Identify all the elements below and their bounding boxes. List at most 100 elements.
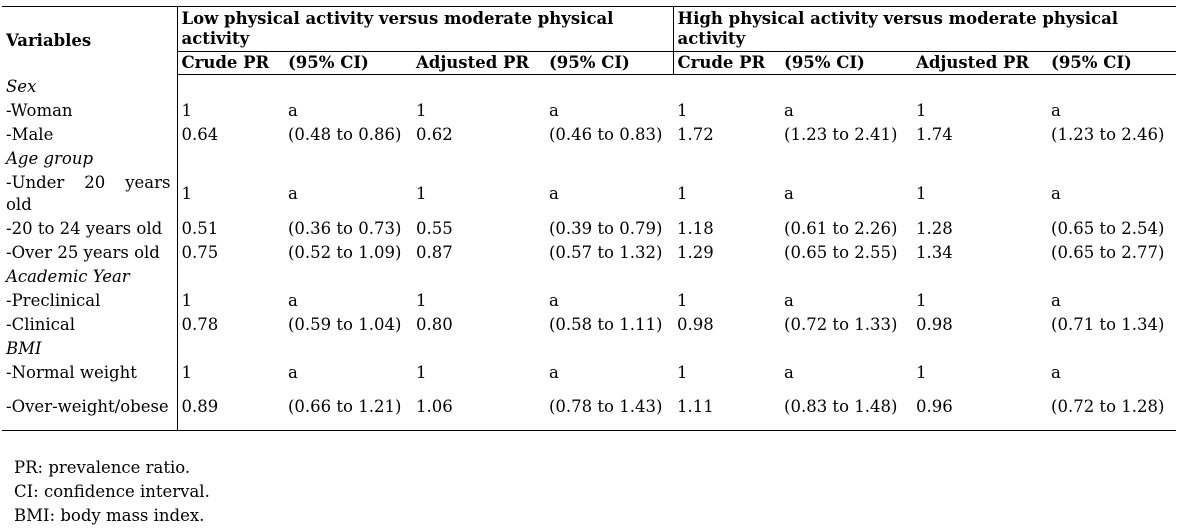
table-row: -Woman 1 a 1 a 1 a 1 a — [2, 98, 1176, 123]
empty-cell — [780, 265, 912, 289]
cell-value: 1 — [416, 290, 427, 310]
cell-value: (0.72 to 1.28) — [1047, 384, 1177, 431]
cell-value: (0.65 to 2.55) — [784, 242, 898, 262]
section-label: Age group — [2, 146, 178, 171]
col-header-adjusted-pr-low: Adjusted PR — [412, 51, 545, 75]
table-row: -Preclinical 1 a 1 a 1 a 1 a — [2, 288, 1176, 313]
cell-value: 1.28 — [916, 218, 953, 238]
cell-value: 0.64 — [181, 124, 219, 144]
cell-value: (0.39 to 0.79) — [549, 218, 663, 238]
cell-value: (0.59 to 1.04) — [288, 314, 402, 334]
cell-value: 1 — [677, 290, 688, 310]
results-table-container: Variables Low physical activity versus m… — [2, 6, 1177, 431]
footnote-ci: CI: confidence interval. — [14, 482, 210, 501]
empty-cell — [284, 337, 412, 361]
cell-value: 0.98 — [677, 314, 714, 334]
cell-value: a — [288, 362, 298, 382]
empty-cell — [177, 265, 284, 289]
empty-cell — [545, 75, 673, 99]
cell-value: a — [549, 183, 559, 203]
empty-cell — [1047, 265, 1176, 289]
section-label: BMI — [2, 336, 178, 361]
cell-value: (0.48 to 0.86) — [288, 124, 402, 144]
cell-value: a — [288, 290, 298, 310]
table-row: -Male 0.64 (0.48 to 0.86) 0.62 (0.46 to 0.83… — [2, 122, 1176, 147]
section-label: Academic Year — [2, 264, 178, 289]
cell-value: (0.57 to 1.32) — [549, 242, 663, 262]
empty-cell — [912, 337, 1047, 361]
cell-value: 0.98 — [916, 314, 953, 334]
empty-cell — [177, 337, 284, 361]
cell-value: a — [1051, 362, 1061, 382]
cell-value: a — [784, 183, 794, 203]
col-header-ci-crude-low: (95% CI) — [284, 51, 412, 75]
cell-value: (0.78 to 1.43) — [545, 384, 674, 431]
cell-value: a — [1051, 290, 1061, 310]
cell-value: 1 — [416, 183, 427, 203]
col-header-ci-adjusted-high: (95% CI) — [1047, 51, 1177, 75]
cell-value: (0.52 to 1.09) — [288, 242, 402, 262]
high-vs-moderate-header: High physical activity versus moderate p… — [673, 6, 1177, 52]
cell-value: (0.83 to 1.48) — [780, 384, 913, 431]
cell-value: 0.87 — [416, 242, 453, 262]
variable-label: -20 to 24 years old — [2, 216, 178, 241]
variables-header: Variables — [2, 6, 178, 75]
cell-value: 1 — [677, 100, 688, 120]
cell-value: (0.71 to 1.34) — [1051, 314, 1165, 334]
empty-cell — [545, 265, 673, 289]
variable-label: -Woman — [2, 98, 178, 123]
variable-label: -Clinical — [2, 312, 178, 337]
empty-cell — [912, 75, 1047, 99]
empty-cell — [177, 147, 284, 171]
section-row: Age group — [2, 146, 1176, 171]
section-row: Sex — [2, 74, 1176, 99]
cell-value: 1.06 — [412, 384, 545, 431]
table-row: -Over-weight/obese 0.89 (0.66 to 1.21) 1.06… — [2, 384, 1177, 431]
cell-value: 1 — [916, 362, 927, 382]
empty-cell — [412, 265, 545, 289]
cell-value: (1.23 to 2.41) — [784, 124, 898, 144]
empty-cell — [673, 147, 780, 171]
empty-cell — [780, 147, 912, 171]
variable-label: -Normal weight — [2, 360, 178, 385]
empty-cell — [177, 75, 284, 99]
section-row: Academic Year — [2, 264, 1176, 289]
empty-cell — [1047, 147, 1176, 171]
cell-value: a — [288, 100, 298, 120]
cell-value: (0.61 to 2.26) — [784, 218, 898, 238]
empty-cell — [284, 265, 412, 289]
low-vs-moderate-header: Low physical activity versus moderate ph… — [177, 6, 674, 52]
empty-cell — [912, 265, 1047, 289]
cell-value: a — [1051, 100, 1061, 120]
cell-value: 1 — [416, 100, 427, 120]
cell-value: 0.80 — [416, 314, 453, 334]
cell-value: 1.72 — [677, 124, 714, 144]
table-footnotes: PR: prevalence ratio. CI: confidence int… — [14, 456, 210, 528]
footnote-bmi: BMI: body mass index. — [14, 506, 205, 525]
section-row: BMI — [2, 336, 1176, 361]
col-header-crude-pr-high: Crude PR — [673, 51, 781, 75]
empty-cell — [673, 337, 780, 361]
empty-cell — [412, 337, 545, 361]
cell-value: (1.23 to 2.46) — [1051, 124, 1165, 144]
cell-value: 1 — [916, 290, 927, 310]
cell-value: 0.96 — [912, 384, 1048, 431]
cell-value: 1 — [181, 183, 193, 203]
cell-value: 1 — [181, 100, 193, 120]
cell-value: 0.78 — [181, 314, 219, 334]
cell-value: a — [549, 100, 559, 120]
empty-cell — [1047, 75, 1176, 99]
variable-label: -Under 20 years old — [2, 170, 178, 217]
variable-label: -Preclinical — [2, 288, 178, 313]
empty-cell — [912, 147, 1047, 171]
empty-cell — [673, 75, 780, 99]
cell-value: 1 — [416, 362, 427, 382]
table-row: -Clinical 0.78 (0.59 to 1.04) 0.80 (0.58 to … — [2, 312, 1176, 337]
cell-value: (0.46 to 0.83) — [549, 124, 663, 144]
col-header-ci-adjusted-low: (95% CI) — [545, 51, 674, 75]
table-row: -Under 20 years old 1 a 1 a 1 a 1 a — [2, 170, 1176, 217]
cell-value: 0.89 — [177, 384, 284, 431]
cell-value: 0.51 — [181, 218, 219, 238]
cell-value: (0.36 to 0.73) — [288, 218, 402, 238]
variable-label: -Over-weight/obese — [2, 384, 178, 431]
